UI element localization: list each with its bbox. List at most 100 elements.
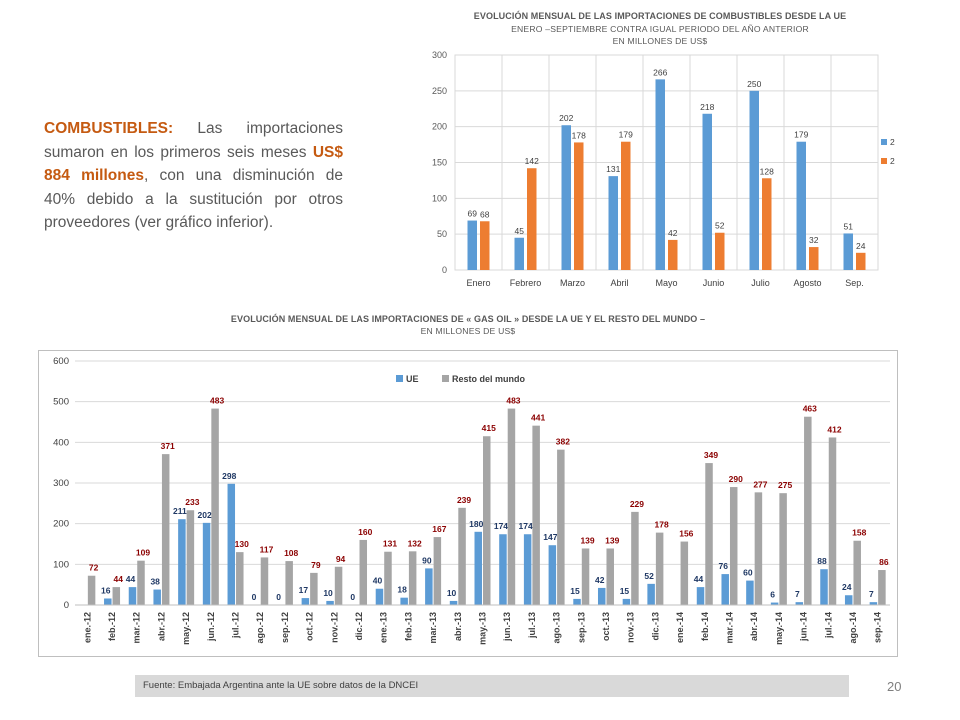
chart2-data-label: 79 [311,560,321,570]
chart2-bar-ue [301,598,310,605]
chart2-data-label: 349 [704,450,718,460]
chart2-bar-ue [128,587,137,605]
chart2-bar-resto [532,425,540,605]
chart2-x-tick-label: nov.-13 [626,612,636,643]
chart2-subtitle: EN MILLONES DE US$ [420,326,516,336]
chart2-x-tick-label: sep.-13 [576,612,586,643]
chart2-bar-ue [375,588,384,605]
chart2-bar-resto [655,532,664,605]
chart2-y-tick-label: 100 [53,559,69,570]
chart2-bar-resto [359,539,368,605]
chart1-title: EVOLUCIÓN MENSUAL DE LAS IMPORTACIONES D… [473,11,847,21]
chart2-data-label: 0 [350,592,355,602]
chart2-bar-resto [211,408,219,605]
chart1-bar-2013 [796,141,806,270]
chart1-y-tick-label: 0 [442,265,447,275]
chart1-legend-label: 2013 [890,137,895,147]
chart2-data-label: 10 [323,588,333,598]
chart2-y-tick-label: 400 [53,437,69,448]
chart1-x-tick-label: Mayo [655,278,677,288]
chart2-bar-resto [408,551,417,605]
chart2-data-label: 44 [694,574,704,584]
chart1-bar-2014 [527,168,537,270]
chart1-x-tick-label: Agosto [793,278,821,288]
chart2-data-label: 298 [222,471,236,481]
chart2-frame [38,350,898,657]
body-text-part1: Las importaciones sumaron en los primero… [44,120,343,161]
chart2-x-tick-label: sep.-14 [873,612,883,643]
chart2-bar-ue [449,600,458,605]
chart2-bar-ue [523,534,532,605]
chart2-x-tick-label: ene.-12 [82,612,92,643]
chart1-bar-2013 [514,237,524,270]
chart2-data-label: 202 [197,510,211,520]
chart2-x-tick-label: feb.-12 [107,612,117,641]
chart2-data-label: 72 [89,563,99,573]
source-footer: Fuente: Embajada Argentina ante la UE so… [135,675,849,697]
chart2-x-tick-label: mar.-14 [724,612,734,644]
chart1-bar-2013 [843,233,853,270]
chart2-bar-ue [227,483,236,605]
chart2-legend-swatch [442,375,449,382]
chart2-x-tick-label: mar.-13 [428,612,438,644]
chart1-data-label: 68 [480,209,490,219]
chart2-x-tick-label: abr.-13 [453,612,463,641]
chart2-x-tick-label: may.-12 [181,612,191,645]
chart2-x-tick-label: feb.-14 [700,612,710,641]
chart2-bar-resto [186,510,195,605]
chart2-legend-swatch [396,375,403,382]
chart2-data-label: 139 [605,535,619,545]
chart2-bar-resto [853,540,861,605]
chart1-x-tick-label: Junio [703,278,725,288]
chart1-y-tick-label: 250 [432,86,447,96]
page-number: 20 [887,679,902,694]
chart2-bar-ue [770,602,779,605]
chart2-x-tick-label: dic.-13 [650,612,660,641]
chart1-bar-2014 [856,252,866,270]
chart2-bar-resto [310,572,318,605]
chart2-bar-resto [236,552,244,605]
chart1-bar-2013 [561,125,571,270]
chart2-data-label: 463 [803,404,817,414]
chart2-data-label: 130 [235,539,249,549]
chart2-data-label: 88 [817,556,827,566]
chart2-data-label: 0 [252,592,257,602]
section-label: COMBUSTIBLES: [44,120,174,137]
chart1-bar-2013 [702,113,712,271]
chart1-bar-2014 [621,141,631,270]
amount-highlight: US$ 884 millones [44,143,343,185]
chart2-data-label: 180 [469,519,483,529]
chart2-data-label: 40 [373,576,383,586]
chart1-bar-2014 [574,142,584,270]
chart1-data-label: 202 [559,113,573,123]
chart2-data-label: 441 [531,413,545,423]
chart2-data-label: 44 [114,574,124,584]
chart1-data-label: 178 [572,130,586,140]
chart2-bar-resto [754,492,763,605]
chart2-data-label: 109 [136,548,150,558]
chart2-plot: 010020030040050060072ene.-121644feb.-124… [38,350,898,657]
chart2-bar-resto [507,408,516,605]
chart1-y-tick-label: 300 [432,50,447,60]
chart1-subtitle-line2: EN MILLONES DE US$ [612,36,708,46]
chart1-data-label: 32 [809,235,819,245]
chart2-bar-resto [631,511,639,605]
chart2-data-label: 239 [457,495,471,505]
chart1-bar-2013 [749,90,759,270]
chart1-data-label: 266 [653,67,667,77]
chart2-data-label: 158 [852,528,866,538]
chart2-bar-resto [878,570,886,605]
chart2-data-label: 108 [284,548,298,558]
chart2-x-tick-label: ago.-12 [255,612,265,644]
chart1-bar-2014 [480,221,490,270]
chart2-data-label: 415 [482,423,496,433]
chart2-bar-resto [680,541,689,605]
chart2-data-label: 290 [729,474,743,484]
chart1-x-tick-label: Sep. [845,278,864,288]
chart1-y-tick-label: 200 [432,122,447,132]
chart2-bar-ue [202,522,211,605]
chart1-x-tick-label: Enero [466,278,490,288]
chart2-bar-resto [87,575,96,605]
chart1-y-tick-label: 50 [437,229,447,239]
chart2-data-label: 10 [447,588,457,598]
